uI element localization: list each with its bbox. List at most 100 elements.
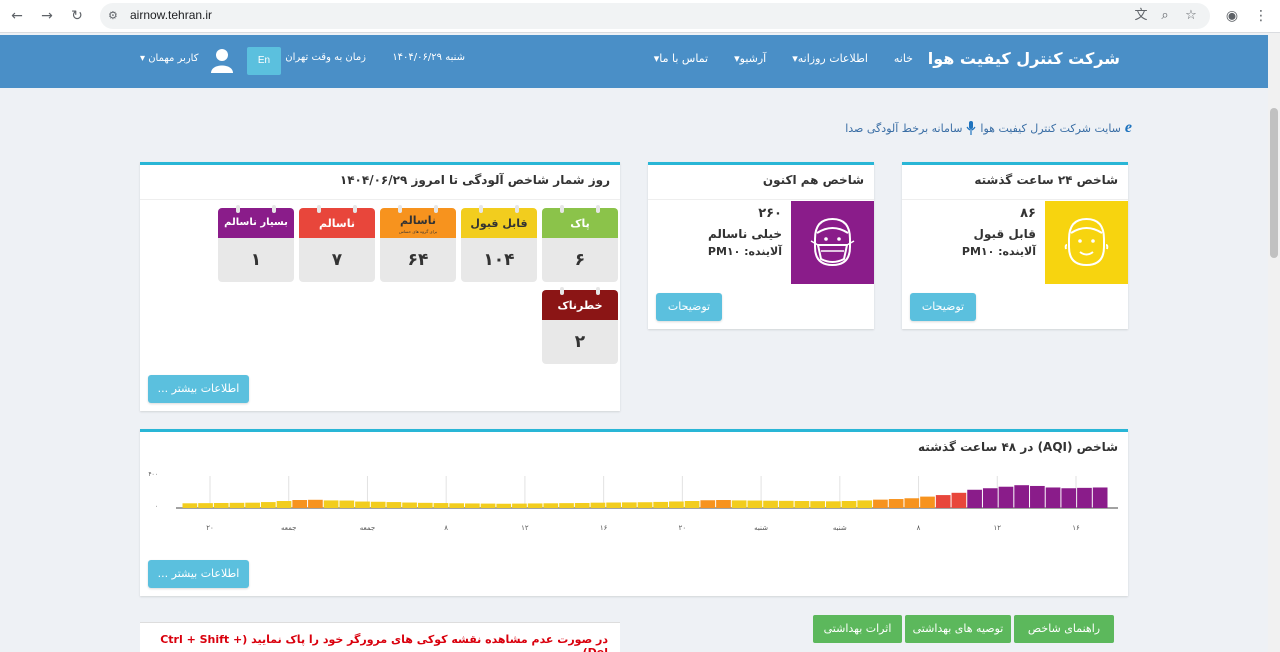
aqi-bar xyxy=(621,502,637,508)
ring xyxy=(560,205,564,213)
masked-face-icon xyxy=(791,201,874,284)
aqi-bar xyxy=(967,489,982,508)
health-effects-button[interactable]: اثرات بهداشتی xyxy=(813,615,902,643)
nav-contact-label: تماس با ما xyxy=(659,52,709,65)
aqi-bar xyxy=(904,498,920,508)
aqi-bar xyxy=(716,500,731,508)
brand-title[interactable]: شرکت کنترل کیفیت هوا xyxy=(927,49,1120,68)
profile-icon[interactable]: ◉ xyxy=(1225,8,1239,24)
ring xyxy=(479,205,483,213)
aqi-bar xyxy=(198,503,213,508)
nav-daily-info[interactable]: اطلاعات روزانه▾ xyxy=(792,52,868,65)
day-card-header: خطرناک xyxy=(542,287,618,320)
nav-contact[interactable]: تماس با ما▾ xyxy=(653,52,709,65)
aqi-bar xyxy=(825,501,841,508)
nav-archive[interactable]: آرشیو▾ xyxy=(734,52,767,65)
aqi-bar xyxy=(982,488,998,508)
aqi-bar xyxy=(543,503,559,508)
aqi-bar xyxy=(417,502,433,508)
index-24h-status: قابل قبول xyxy=(973,227,1036,241)
day-card-count: ۱۰۴ xyxy=(461,238,537,282)
day-card-label: خطرناک xyxy=(557,299,603,312)
aqi-bar xyxy=(998,486,1014,508)
aqi-bar xyxy=(339,500,355,508)
ie-logo-icon: e xyxy=(1124,119,1132,136)
y-tick-label: ۰ xyxy=(155,503,158,510)
index-guide-button[interactable]: راهنمای شاخص xyxy=(1014,615,1114,643)
x-tick-label: شنبه xyxy=(754,524,768,532)
day-card-sublabel: برای گروه های حساس xyxy=(398,229,438,234)
calendar-rings xyxy=(542,205,618,213)
page-scrollbar[interactable] xyxy=(1268,33,1280,652)
aqi-bar xyxy=(1061,488,1077,508)
index-now-value: ۲۶۰ xyxy=(758,206,782,221)
aqi-more-info-button[interactable]: اطلاعات بیشتر ... xyxy=(148,560,249,588)
index-now-details-button[interactable]: توضیحات xyxy=(656,293,722,321)
nav-home[interactable]: خانه xyxy=(893,52,913,65)
chart-y-ticks: ۰ ۴۰۰ xyxy=(148,471,158,510)
index-now-title: شاخص هم اکنون xyxy=(762,173,864,187)
aqi-bar xyxy=(559,503,574,508)
nav-daily-info-label: اطلاعات روزانه xyxy=(797,52,868,65)
link-voice[interactable]: سامانه برخط آلودگی صدا xyxy=(845,121,963,135)
aqi-bar xyxy=(1014,485,1030,508)
link-site[interactable]: سایت شرکت کنترل کیفیت هوا xyxy=(980,121,1121,135)
day-card-header: ناسالم برای گروه های حساس xyxy=(380,205,456,238)
ring xyxy=(236,205,240,213)
aqi-bar xyxy=(276,501,292,508)
language-button[interactable]: En xyxy=(247,47,281,75)
aqi-bar xyxy=(935,495,951,508)
x-tick-label: ۱۲ xyxy=(994,524,1002,532)
day-card-label: ناسالم xyxy=(400,214,436,227)
divider xyxy=(140,199,620,200)
aqi-bar xyxy=(951,492,967,508)
x-tick-label: ۱۶ xyxy=(600,524,608,532)
aqi-bar xyxy=(496,503,512,508)
aqi-bar xyxy=(794,501,810,508)
aqi-bar xyxy=(1045,487,1061,508)
aqi-bar xyxy=(684,501,700,508)
aqi-bar xyxy=(292,500,308,508)
day-card-label: قابل قبول xyxy=(470,217,528,230)
day-card-very-unhealthy: بسیار ناسالم ۱ xyxy=(218,205,294,282)
index-24h-details-button[interactable]: توضیحات xyxy=(910,293,976,321)
day-card-count: ۷ xyxy=(299,238,375,282)
aqi-48h-title: شاخص (AQI) در ۴۸ ساعت گذشته xyxy=(918,440,1118,454)
day-card-moderate: قابل قبول ۱۰۴ xyxy=(461,205,537,282)
index-now-pollutant: آلاینده: PM۱۰ xyxy=(707,245,782,258)
health-tips-button[interactable]: توصیه های بهداشتی xyxy=(905,615,1011,643)
reload-icon[interactable]: ↻ xyxy=(71,8,83,24)
day-card-unhealthy: ناسالم ۷ xyxy=(299,205,375,282)
aqi-bar xyxy=(527,503,543,508)
scrollbar-thumb[interactable] xyxy=(1270,108,1278,258)
header-time-label: زمان به وقت تهران xyxy=(285,52,366,63)
index-now-panel: شاخص هم اکنون ۲۶۰ خیلی ناسالم آلاینده: P… xyxy=(648,162,874,329)
site-info-icon[interactable]: ⚙ xyxy=(108,9,118,22)
x-tick-label: شنبه xyxy=(833,524,847,532)
aqi-bar xyxy=(213,502,229,508)
zoom-icon[interactable]: ⌕ xyxy=(1161,8,1169,23)
back-icon[interactable]: ← xyxy=(11,8,23,24)
bookmark-star-icon[interactable]: ☆ xyxy=(1185,8,1197,23)
chart-bars xyxy=(182,485,1108,508)
user-menu[interactable]: کاربر مهمان ▾ xyxy=(140,53,199,64)
day-card-clean: پاک ۶ xyxy=(542,205,618,282)
user-avatar-icon[interactable] xyxy=(210,47,234,73)
forward-icon[interactable]: → xyxy=(41,8,53,24)
user-name: کاربر مهمان xyxy=(148,53,199,64)
url-text: airnow.tehran.ir xyxy=(130,8,213,22)
index-now-status: خیلی ناسالم xyxy=(708,227,782,241)
day-card-label: پاک xyxy=(570,217,590,230)
nav-archive-label: آرشیو xyxy=(739,52,767,65)
translate-icon[interactable]: 文 xyxy=(1134,8,1148,23)
external-links: e سایت شرکت کنترل کیفیت هوا سامانه برخط … xyxy=(845,119,1132,137)
index-24h-value: ۸۶ xyxy=(1020,206,1036,221)
aqi-bar xyxy=(606,502,621,508)
address-bar[interactable]: ⚙ airnow.tehran.ir 文 ⌕ ☆ xyxy=(100,3,1210,29)
x-tick-label: ۲۰ xyxy=(679,524,687,532)
x-tick-label: جمعه xyxy=(281,524,297,532)
menu-kebab-icon[interactable]: ⋮ xyxy=(1254,8,1268,24)
ring xyxy=(272,205,276,213)
y-tick-label: ۴۰۰ xyxy=(148,471,158,478)
days-more-info-button[interactable]: اطلاعات بیشتر ... xyxy=(148,375,249,403)
